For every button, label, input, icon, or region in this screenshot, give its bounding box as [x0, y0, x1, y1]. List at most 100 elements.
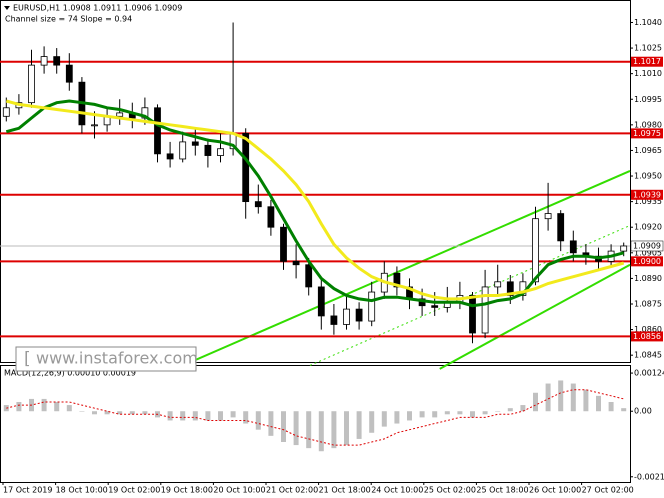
macd-bar	[369, 411, 375, 433]
y-tick-label: 1.1010	[634, 69, 662, 78]
macd-bar	[545, 383, 551, 412]
macd-bar	[92, 411, 97, 415]
macd-bar	[230, 411, 236, 418]
macd-bar	[558, 380, 564, 412]
candle-body	[191, 141, 199, 146]
macd-bar	[281, 411, 286, 442]
macd-signal	[6, 389, 624, 446]
y-tick-label: 1.0890	[634, 274, 662, 283]
channel-line	[439, 263, 631, 370]
candle-body	[506, 281, 514, 296]
level-label-box	[631, 56, 663, 67]
candle-body	[494, 281, 502, 288]
candle-body	[532, 218, 539, 283]
candle-body	[91, 124, 98, 127]
level-label-box	[631, 189, 663, 200]
y-tick-label: 1.0950	[634, 172, 662, 181]
y-tick-label: 1.0920	[634, 223, 662, 232]
macd-bar	[419, 411, 425, 418]
x-tick-label: 19 Oct 02:00	[108, 486, 160, 495]
macd-bar	[66, 405, 72, 412]
x-tick-label: 18 Oct 10:00	[56, 486, 108, 495]
macd-bar	[318, 411, 324, 452]
candle-body	[481, 286, 489, 334]
candle-body	[393, 272, 401, 288]
macd-bar	[470, 411, 475, 418]
macd-bar	[344, 411, 349, 446]
macd-bar	[54, 402, 60, 412]
macd-bar	[205, 411, 211, 421]
macd-bar	[596, 395, 601, 412]
x-tick-label: 21 Oct 02:00	[266, 486, 318, 495]
watermark-bracket: [	[24, 349, 31, 369]
y-tick-label: 1.0845	[634, 351, 662, 360]
macd-bar	[243, 411, 249, 424]
macd-panel	[0, 365, 631, 483]
level-label-box	[631, 331, 663, 342]
x-tick-label: 19 Oct 18:00	[161, 486, 213, 495]
y-tick-label: 1.0995	[634, 95, 662, 104]
candle-body	[2, 107, 10, 117]
macd-bar	[394, 411, 400, 424]
macd-bar	[457, 411, 463, 415]
macd-bar	[268, 411, 274, 436]
candle-body	[343, 308, 350, 325]
candle-body	[368, 291, 376, 322]
macd-bar	[218, 411, 223, 421]
macd-tick-label: -0.00213	[634, 472, 664, 481]
candle-body	[204, 144, 212, 156]
candle-body	[40, 56, 48, 66]
y-tick-label: 1.0935	[634, 197, 662, 206]
y-tick-label: 1.0980	[634, 120, 662, 129]
y-tick-label: 1.0965	[634, 146, 662, 155]
candle-body	[620, 245, 628, 252]
candle-body	[330, 315, 338, 325]
candle-body	[254, 201, 262, 208]
macd-bar	[306, 411, 312, 449]
macd-bar	[167, 411, 173, 421]
candle-body	[28, 64, 35, 104]
macd-tick-label: 0.00	[634, 407, 652, 416]
y-tick-label: 1.1025	[634, 44, 662, 53]
macd-bar	[293, 411, 299, 446]
candle-body	[292, 260, 300, 266]
x-tick-label: 25 Oct 02:00	[424, 486, 476, 495]
candle-body	[569, 240, 577, 254]
level-label-box	[631, 256, 663, 267]
macd-bar	[192, 411, 198, 421]
macd-bar	[104, 411, 110, 415]
macd-bar	[79, 411, 85, 412]
macd-bar	[507, 408, 513, 412]
candle-body	[544, 213, 552, 220]
macd-bar	[407, 411, 412, 421]
watermark-box	[15, 346, 197, 372]
macd-bar	[495, 411, 501, 412]
candle-body	[53, 56, 61, 66]
macd-bar	[129, 411, 135, 415]
candle-body	[65, 64, 73, 83]
macd-bar	[621, 408, 627, 412]
candle-body	[317, 286, 325, 317]
macd-bar	[570, 383, 576, 412]
macd-bar	[255, 411, 261, 430]
y-tick-label: 1.1040	[634, 18, 662, 27]
candle-body	[305, 264, 313, 288]
candle-body	[116, 112, 124, 117]
candle-body	[469, 295, 476, 334]
macd-bar	[331, 411, 337, 449]
y-tick-label: 1.0875	[634, 299, 662, 308]
x-tick-label: 20 Oct 10:00	[213, 486, 265, 495]
current-price-label: 1.0909	[633, 241, 661, 250]
x-tick-label: 21 Oct 18:00	[319, 486, 371, 495]
level-label: 1.0975	[633, 129, 661, 138]
x-tick-label: 17 Oct 2019	[3, 486, 52, 495]
x-tick-label: 24 Oct 10:00	[371, 486, 423, 495]
y-tick-label: 1.0860	[634, 325, 662, 334]
macd-bar	[608, 402, 614, 412]
macd-bar	[520, 405, 526, 412]
candle-body	[355, 308, 363, 322]
level-label-box	[631, 128, 663, 139]
plot-layer: 1.1040 1.1025 1.1010 1.0995 1.0980 1.0965 1.09…	[0, 18, 664, 495]
symbol-marker	[4, 6, 10, 10]
